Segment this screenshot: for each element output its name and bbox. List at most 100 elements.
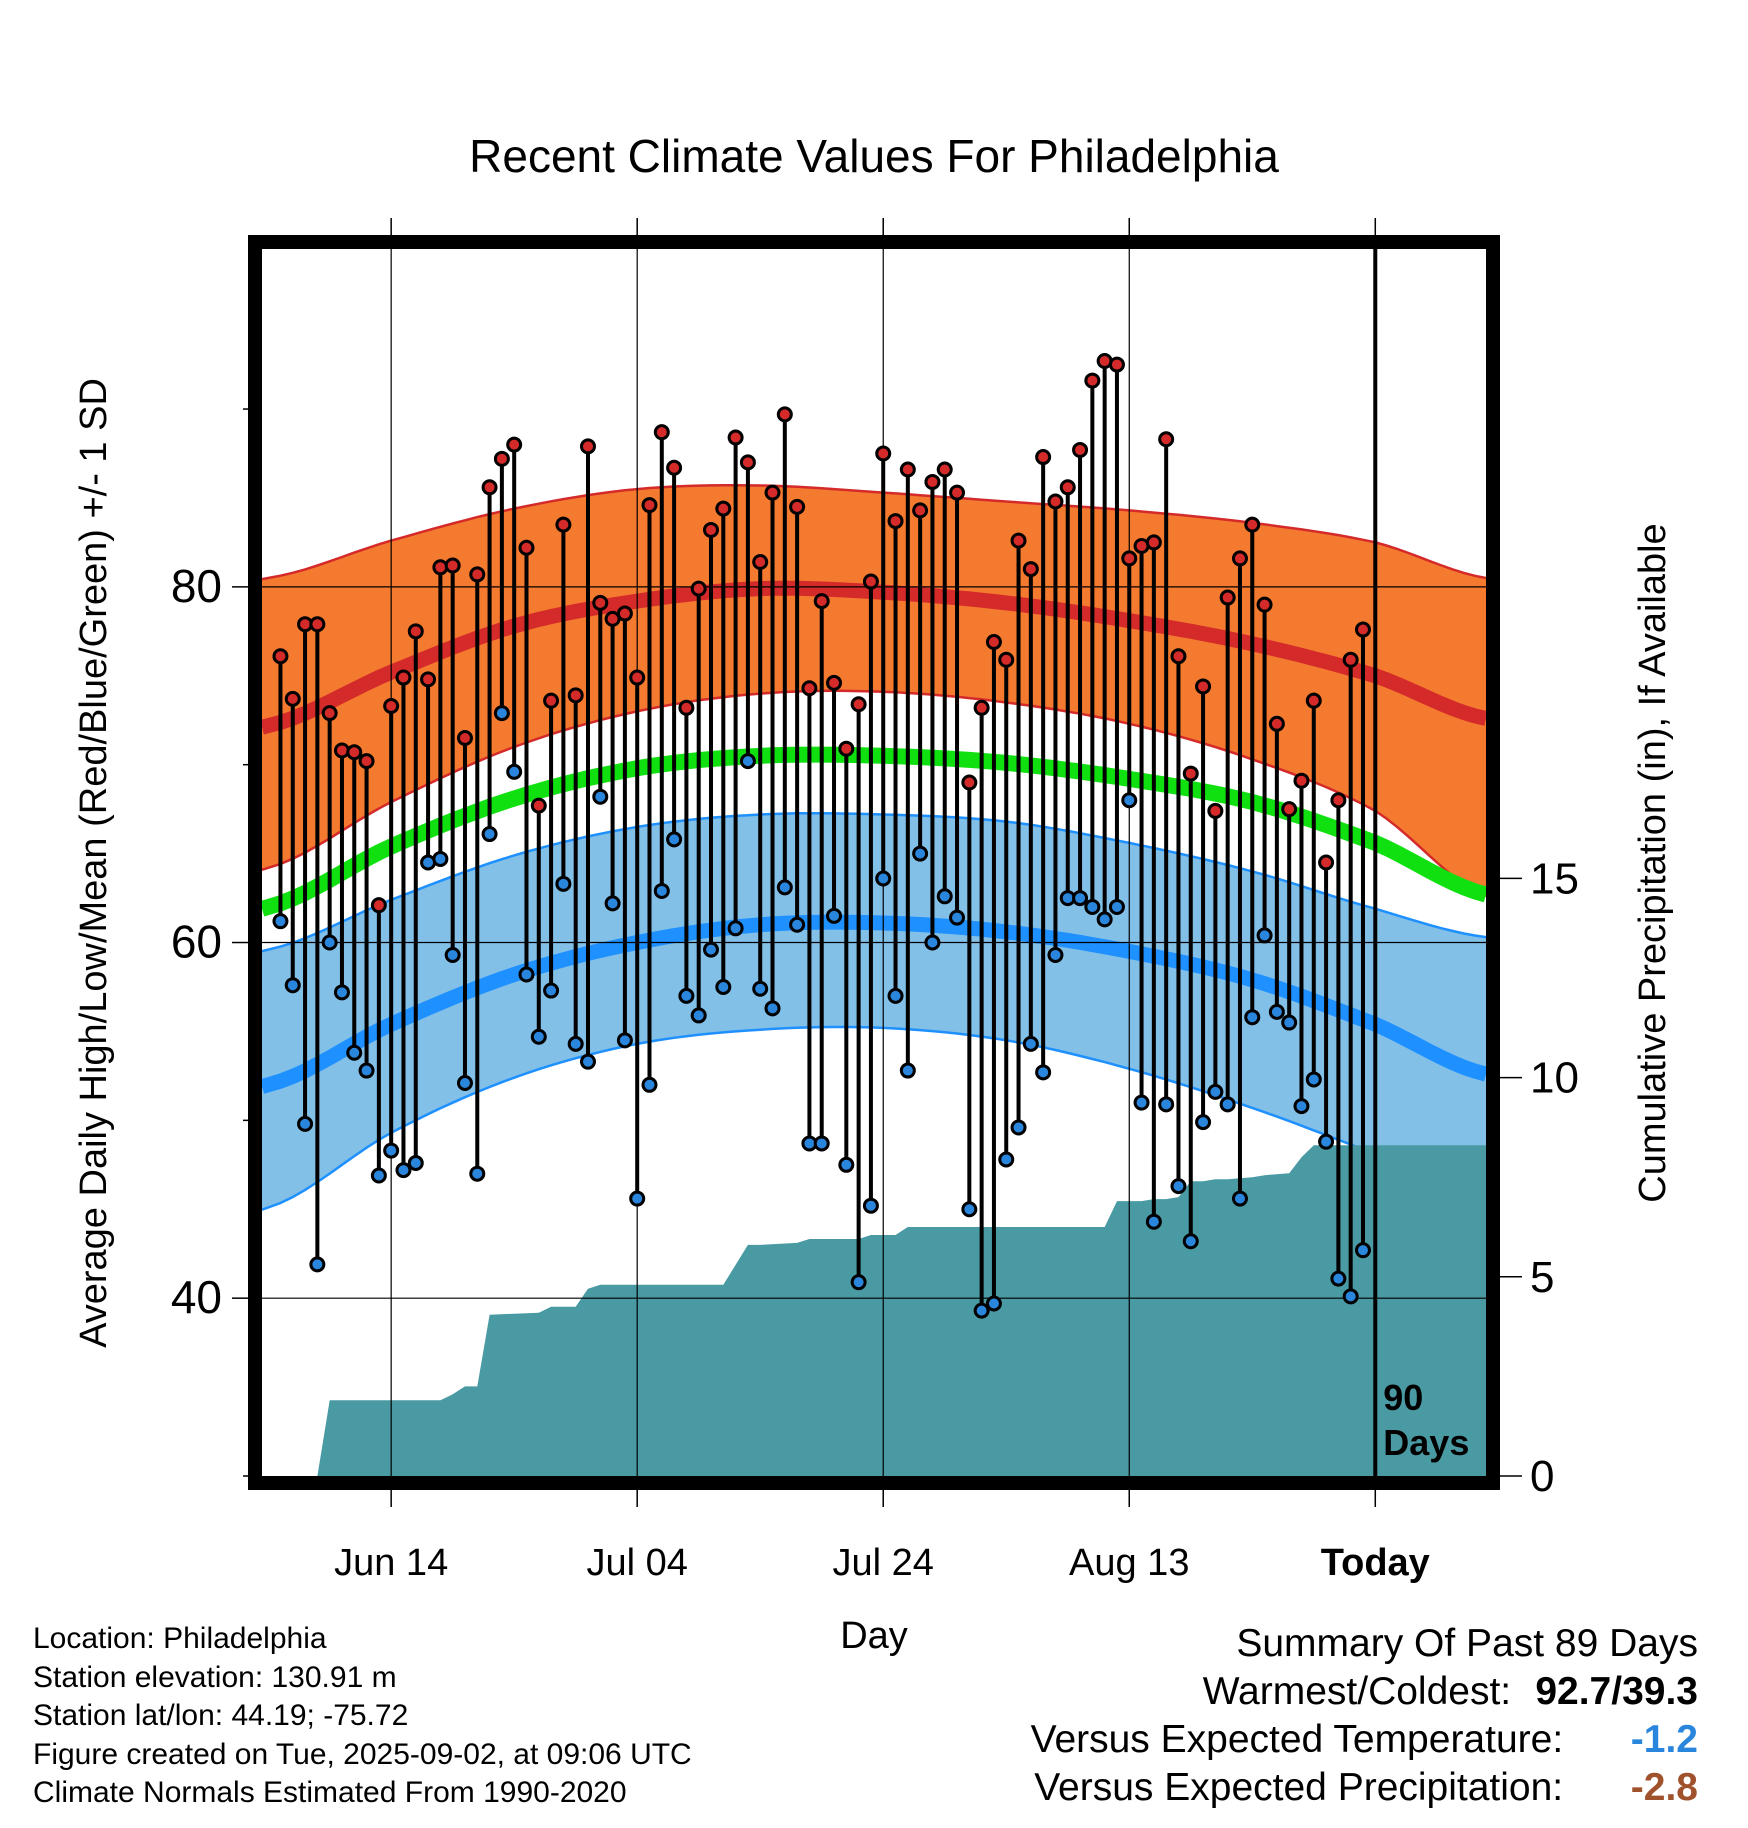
daily-low-point <box>543 982 560 999</box>
daily-low-point <box>1010 1119 1027 1136</box>
daily-high-point <box>1072 441 1089 458</box>
daily-low-point <box>912 845 929 862</box>
today-label: 90 <box>1383 1377 1423 1418</box>
daily-high-point <box>690 580 707 597</box>
daily-high-point <box>407 623 424 640</box>
daily-high-point <box>973 699 990 716</box>
daily-high-point <box>838 740 855 757</box>
daily-low-point <box>506 763 523 780</box>
daily-low-point <box>1170 1178 1187 1195</box>
daily-high-point <box>1293 772 1310 789</box>
daily-low-point <box>813 1135 830 1152</box>
daily-high-point <box>1182 765 1199 782</box>
daily-high-point <box>641 497 658 514</box>
daily-low-point <box>727 920 744 937</box>
station-info: Location: Philadelphia Station elevation… <box>33 1620 692 1813</box>
daily-high-point <box>1047 493 1064 510</box>
daily-low-point <box>936 888 953 905</box>
daily-low-point <box>1158 1096 1175 1113</box>
summary-temp-label: Versus Expected Temperature: <box>1030 1718 1564 1761</box>
daily-low-point <box>641 1076 658 1093</box>
daily-low-point <box>666 831 683 848</box>
daily-high-point <box>469 566 486 583</box>
daily-low-point <box>383 1142 400 1159</box>
summary-precip-label: Versus Expected Precipitation: <box>1034 1766 1564 1809</box>
summary-precip-value: -2.8 <box>1630 1766 1698 1809</box>
daily-high-point <box>1059 479 1076 496</box>
daily-high-point <box>616 605 633 622</box>
daily-low-point <box>678 987 695 1004</box>
daily-low-point <box>998 1151 1015 1168</box>
summary-warm-cold-value: 92.7/39.3 <box>1535 1670 1698 1713</box>
daily-low-point <box>776 879 793 896</box>
info-location: Location: Philadelphia <box>33 1622 327 1655</box>
daily-low-point <box>1342 1288 1359 1305</box>
daily-high-point <box>506 436 523 453</box>
daily-low-point <box>1121 792 1138 809</box>
daily-low-point <box>309 1256 326 1273</box>
daily-high-point <box>678 699 695 716</box>
daily-low-point <box>616 1032 633 1049</box>
daily-high-point <box>1281 801 1298 818</box>
daily-low-point <box>985 1295 1002 1312</box>
y-axis-left-label: Average Daily High/Low/Mean (Red/Blue/Gr… <box>73 378 115 1348</box>
daily-high-point <box>998 651 1015 668</box>
daily-low-point <box>752 980 769 997</box>
chart-title: Recent Climate Values For Philadelphia <box>469 130 1279 182</box>
daily-high-point <box>666 459 683 476</box>
daily-high-point <box>309 616 326 633</box>
daily-high-point <box>555 516 572 533</box>
daily-high-point <box>789 498 806 515</box>
normal-high-line <box>262 580 1486 735</box>
daily-low-point <box>924 934 941 951</box>
daily-high-point <box>1207 802 1224 819</box>
daily-low-point <box>579 1053 596 1070</box>
daily-low-point <box>444 946 461 963</box>
daily-low-point <box>1047 946 1064 963</box>
daily-high-point <box>1195 678 1212 695</box>
today-label: Days <box>1383 1422 1469 1463</box>
daily-high-point <box>826 674 843 691</box>
daily-high-point <box>715 500 732 517</box>
y-right-tick-label: 5 <box>1530 1253 1554 1302</box>
daily-high-point <box>1121 550 1138 567</box>
info-created: Figure created on Tue, 2025-09-02, at 09… <box>33 1737 692 1771</box>
daily-low-point <box>1072 890 1089 907</box>
daily-high-point <box>776 406 793 423</box>
daily-low-point <box>1305 1071 1322 1088</box>
x-tick-label: Jul 24 <box>833 1542 934 1584</box>
daily-low-point <box>284 977 301 994</box>
daily-low-point <box>973 1302 990 1319</box>
daily-high-point <box>887 513 904 530</box>
daily-high-point <box>321 705 338 722</box>
daily-low-point <box>395 1162 412 1179</box>
daily-high-point <box>752 553 769 570</box>
low-sd-upper-line <box>262 811 1486 953</box>
daily-high-point <box>1108 356 1125 373</box>
daily-low-point <box>703 941 720 958</box>
daily-low-point <box>1133 1094 1150 1111</box>
daily-high-point <box>346 744 363 761</box>
daily-high-point <box>1330 792 1347 809</box>
daily-low-point <box>789 916 806 933</box>
daily-low-point <box>715 978 732 995</box>
info-elevation: Station elevation: 130.91 m <box>33 1660 397 1694</box>
y-left-tick-label: 80 <box>171 560 222 612</box>
daily-low-point <box>1244 1009 1261 1026</box>
daily-high-point <box>961 774 978 791</box>
cumulative-precip-area <box>262 1145 1486 1476</box>
daily-high-point <box>543 692 560 709</box>
daily-low-point <box>764 1000 781 1017</box>
daily-low-point <box>850 1274 867 1291</box>
precipitation-area <box>262 1145 1486 1476</box>
daily-low-point <box>887 987 904 1004</box>
daily-low-point <box>1268 1003 1285 1020</box>
daily-high-point <box>1035 449 1052 466</box>
y-right-tick-label: 10 <box>1530 1054 1579 1103</box>
daily-high-point <box>284 690 301 707</box>
x-tick-label: Aug 13 <box>1069 1542 1189 1584</box>
daily-high-point <box>813 593 830 610</box>
x-axis-label: Day <box>840 1615 908 1657</box>
daily-high-point <box>899 461 916 478</box>
